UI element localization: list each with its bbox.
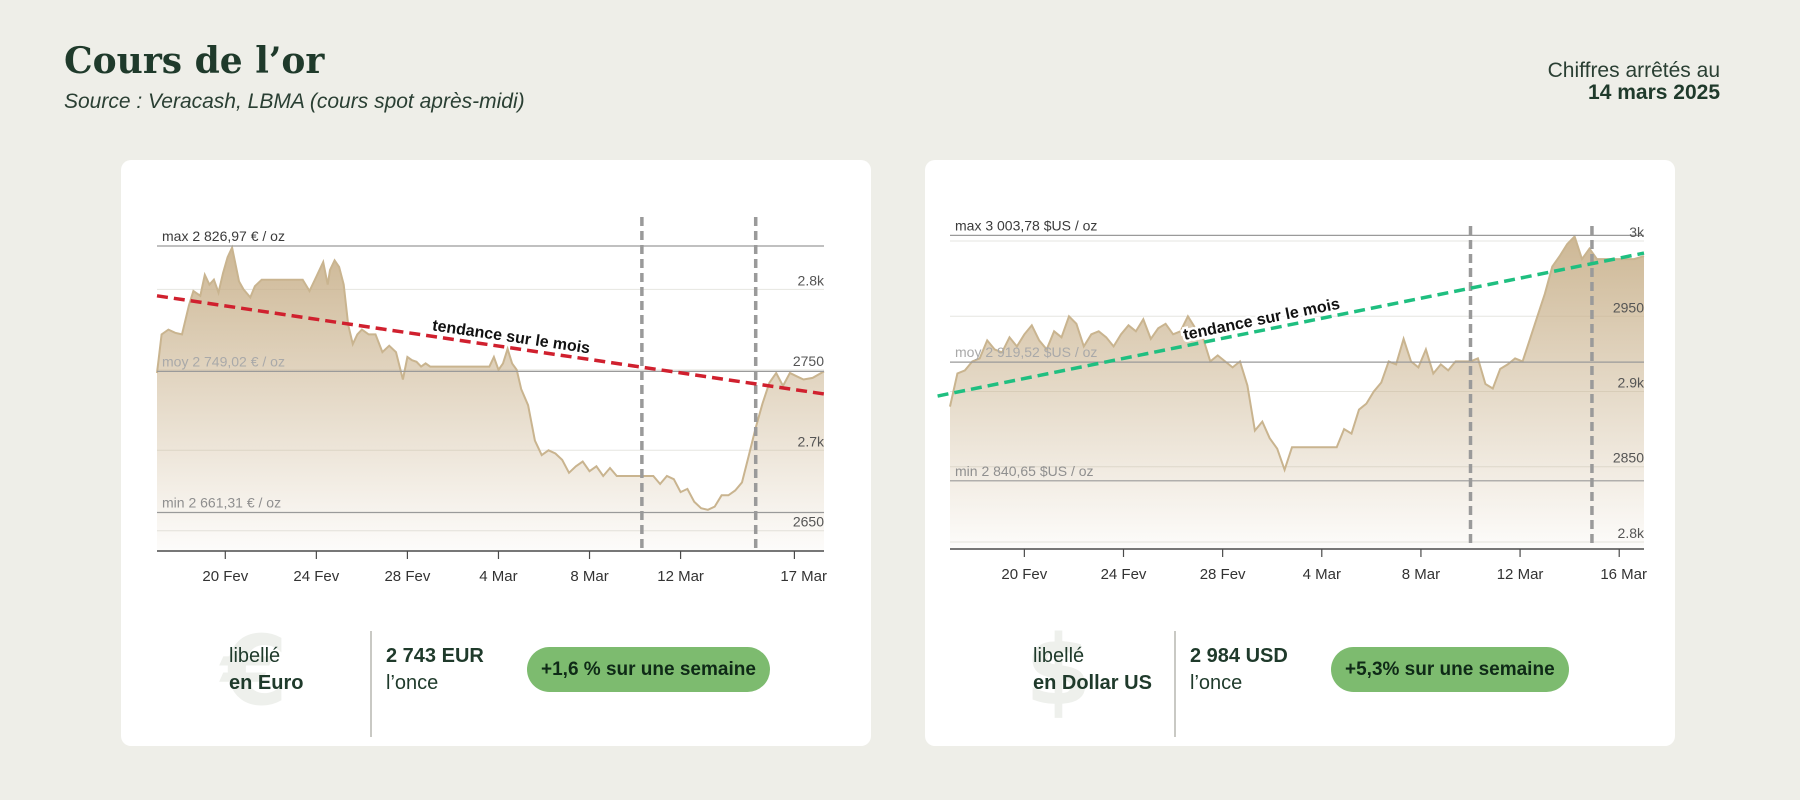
footer-divider [370, 631, 372, 737]
x-tick-label: 24 Fev [293, 568, 339, 585]
trend-label: tendance sur le mois [431, 317, 591, 357]
x-tick-label: 20 Fev [1001, 566, 1047, 583]
currency-label-name: en Dollar US [1033, 672, 1152, 694]
currency-label-name: en Euro [229, 672, 304, 694]
currency-label-prefix: libellé [1033, 645, 1085, 667]
chart-card-euro: max 2 826,97 € / oz moy 2 749,02 € / oz mi… [121, 160, 871, 746]
max-label: max 2 826,97 € / oz [162, 228, 285, 244]
price-area [950, 236, 1644, 548]
date-stamp: Chiffres arrêtés au 14 mars 2025 [1548, 60, 1720, 104]
price-unit: l’once [1190, 672, 1243, 694]
price-value: 2 743 EUR [386, 645, 484, 667]
average-label: moy 2 749,02 € / oz [162, 353, 285, 369]
trend-line [156, 294, 825, 396]
y-tick-label: 2.8k [1618, 525, 1645, 541]
dollar-sign-icon: $ [1025, 615, 1092, 727]
price-block: 2 743 EUR l’once [386, 643, 484, 697]
x-tick-label: 12 Mar [657, 568, 704, 585]
y-tick-label: 2950 [1613, 299, 1644, 315]
x-tick-label: 4 Mar [1303, 566, 1341, 583]
price-line [949, 234, 1645, 473]
page-subtitle: Source : Veracash, LBMA (cours spot aprè… [64, 90, 525, 113]
weekly-change-badge: +5,3% sur une semaine [1331, 647, 1569, 692]
price-value: 2 984 USD [1190, 645, 1288, 667]
y-tick-label: 2650 [793, 514, 824, 530]
x-tick-label: 20 Fev [202, 568, 248, 585]
euro-sign-icon: € [221, 615, 288, 727]
y-tick-label: 2750 [793, 353, 824, 369]
currency-label-prefix: libellé [229, 645, 281, 667]
y-tick-label: 2.8k [798, 272, 825, 288]
price-unit: l’once [386, 672, 439, 694]
card-footer-euro: € libellé en Euro 2 743 EUR l’once +1,6 … [121, 615, 871, 737]
y-tick-label: 2850 [1613, 450, 1644, 466]
footer-divider [1174, 631, 1176, 737]
page-title: Cours de l’or [64, 40, 325, 82]
date-prefix: Chiffres arrêtés au [1547, 59, 1720, 82]
y-tick-label: 3k [1629, 224, 1645, 240]
gold-price-chart-euro: max 2 826,97 € / oz moy 2 749,02 € / oz mi… [156, 217, 827, 585]
x-tick-label: 24 Fev [1101, 566, 1147, 583]
gold-price-chart-usd: max 3 003,78 $US / oz moy 2 919,52 $US / … [937, 217, 1647, 583]
x-tick-label: 4 Mar [479, 568, 517, 585]
min-label: min 2 840,65 $US / oz [955, 463, 1094, 479]
x-tick-label: 17 Mar [780, 568, 827, 585]
weekly-change-badge: +1,6 % sur une semaine [527, 647, 770, 692]
x-tick-label: 16 Mar [1600, 566, 1647, 583]
x-tick-label: 12 Mar [1497, 566, 1544, 583]
chart-card-usd: max 3 003,78 $US / oz moy 2 919,52 $US / … [925, 160, 1675, 746]
max-label: max 3 003,78 $US / oz [955, 217, 1097, 233]
currency-label: libellé en Euro [229, 643, 303, 697]
x-tick-label: 28 Fev [384, 568, 430, 585]
y-tick-label: 2.9k [1618, 375, 1645, 391]
average-label: moy 2 919,52 $US / oz [955, 344, 1097, 360]
date-value: 14 mars 2025 [1588, 81, 1720, 104]
x-tick-label: 8 Mar [1402, 566, 1440, 583]
price-area [157, 247, 824, 550]
x-tick-label: 8 Mar [570, 568, 608, 585]
y-tick-label: 2.7k [798, 433, 825, 449]
min-label: min 2 661,31 € / oz [162, 495, 281, 511]
trend-label: tendance sur le mois [1182, 296, 1341, 344]
price-block: 2 984 USD l’once [1190, 643, 1288, 697]
price-line [156, 244, 825, 511]
currency-label: libellé en Dollar US [1033, 643, 1152, 697]
card-footer-usd: $ libellé en Dollar US 2 984 USD l’once … [925, 615, 1675, 737]
trend-line [937, 251, 1645, 398]
x-tick-label: 28 Fev [1200, 566, 1246, 583]
